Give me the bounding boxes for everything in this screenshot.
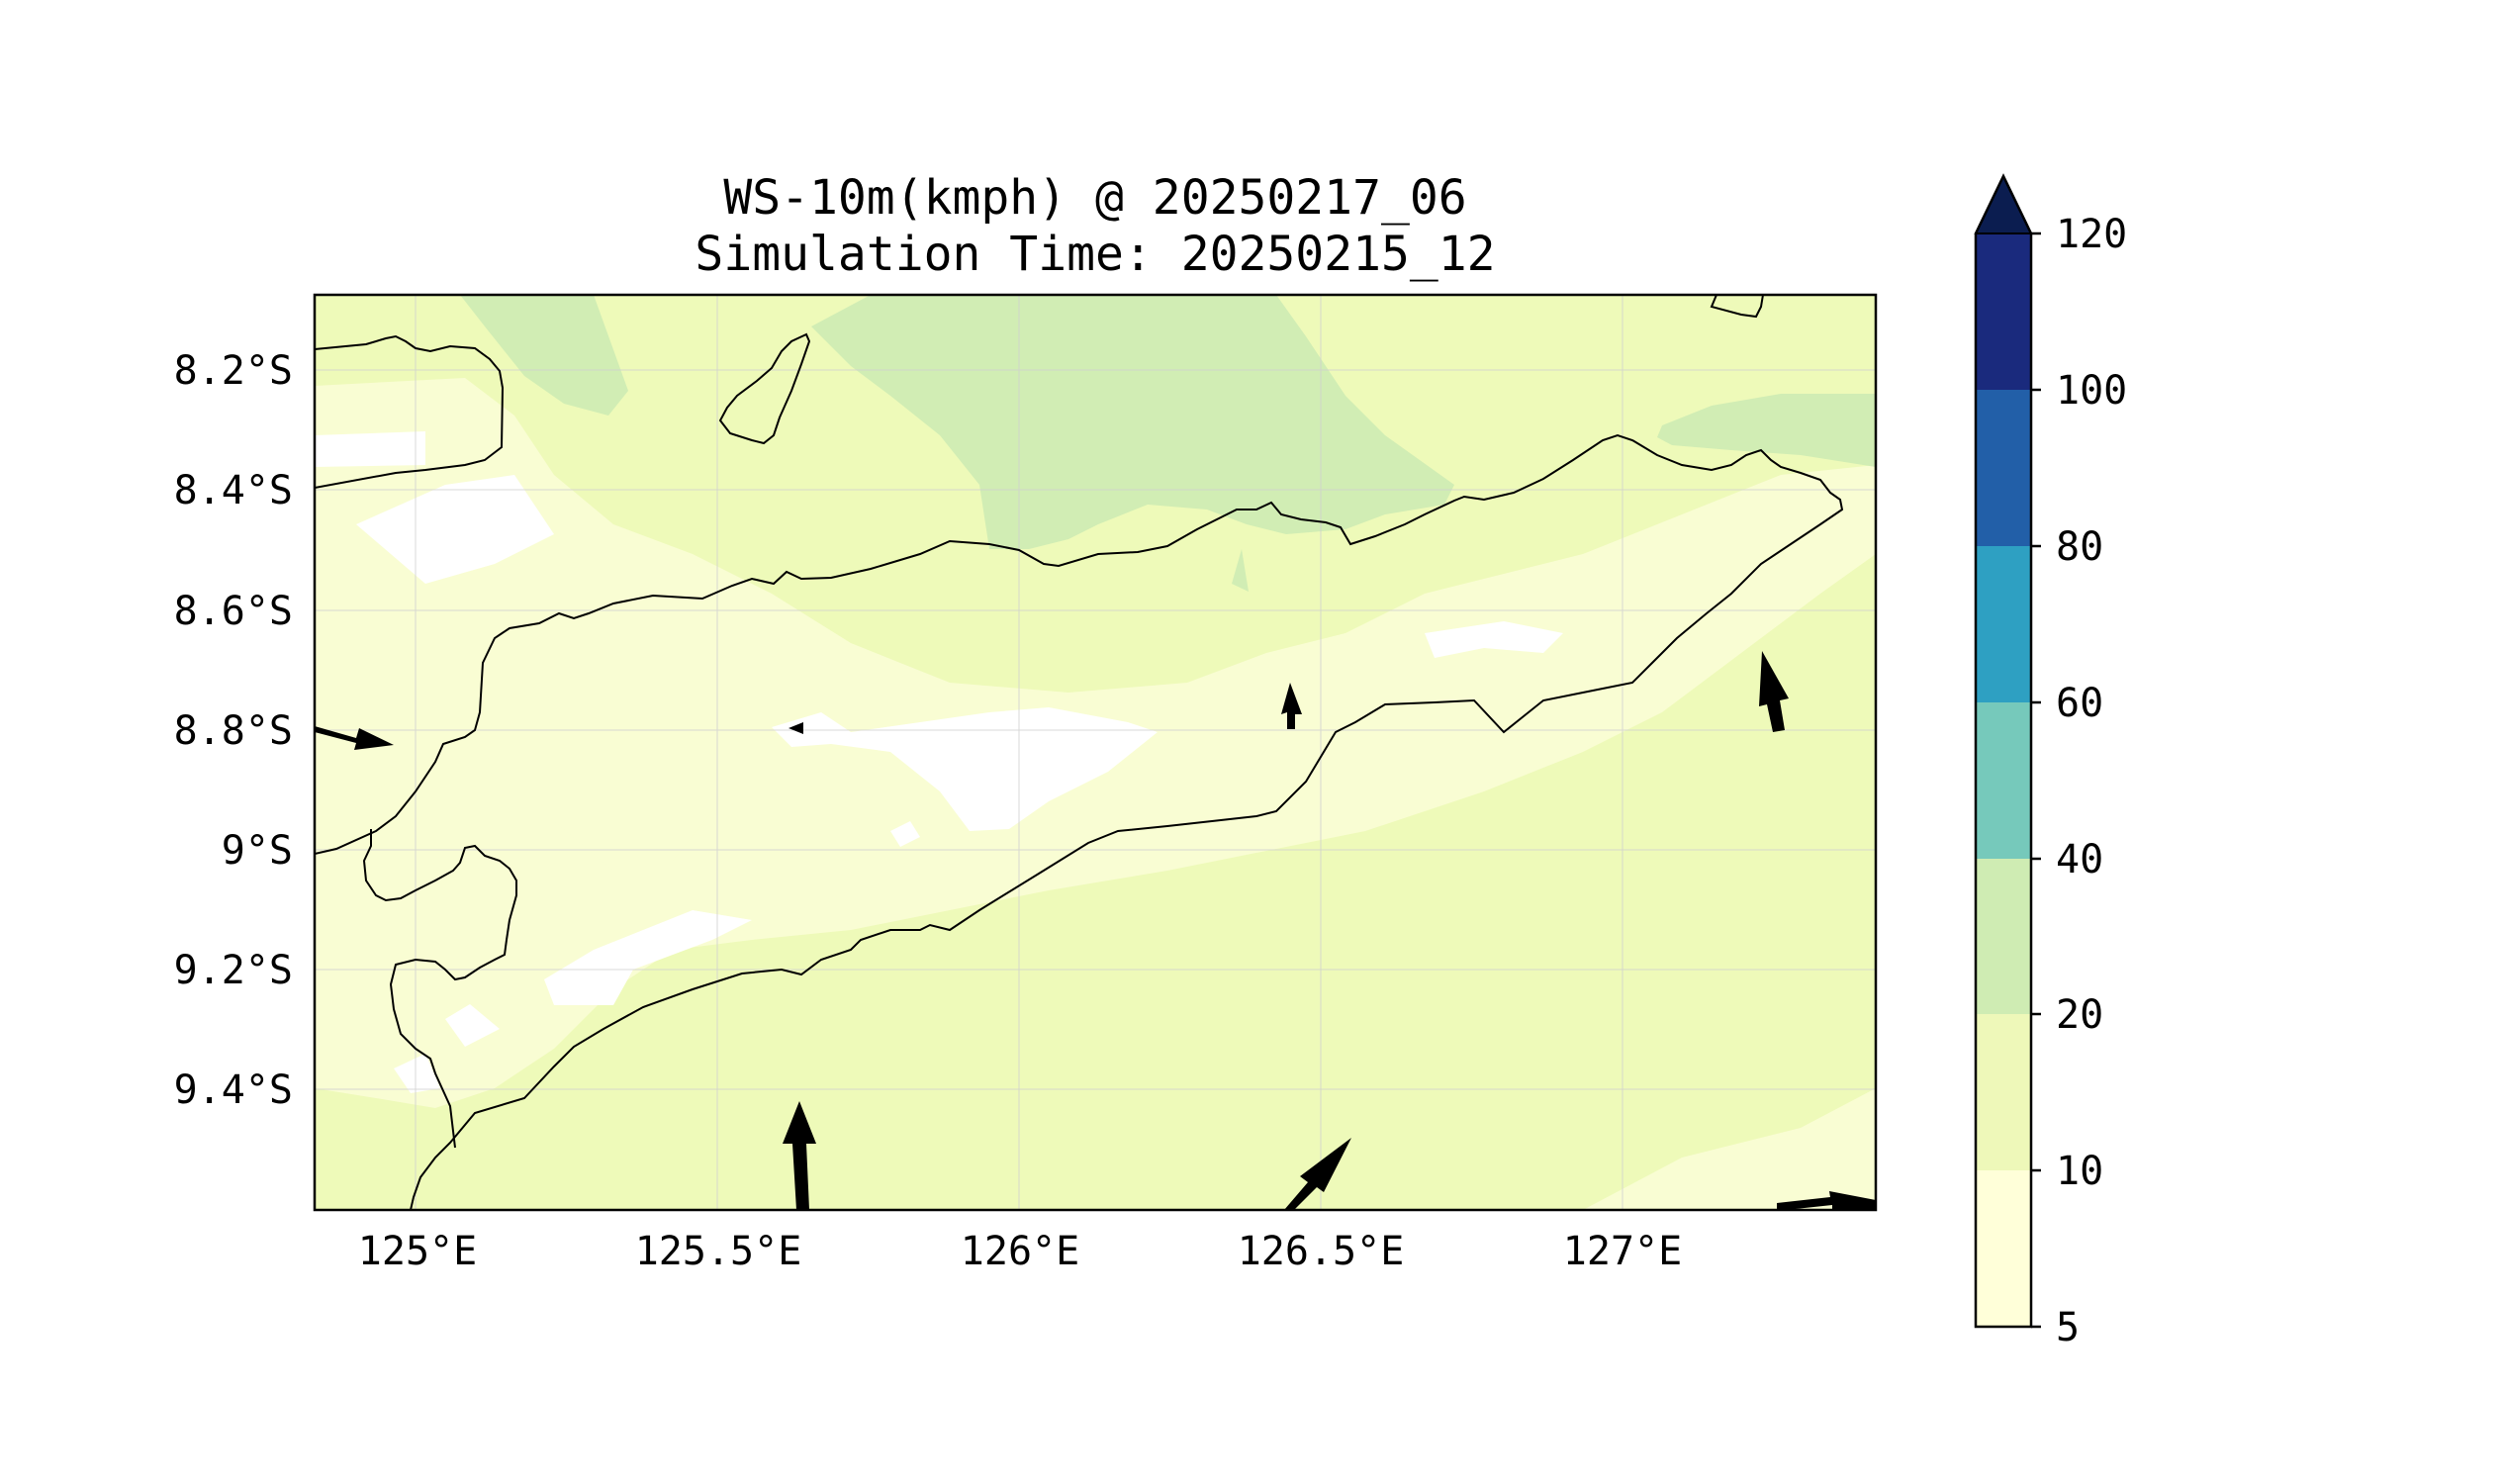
lat-tick-label: 8.6°S xyxy=(174,589,293,634)
lon-tick-label: 126°E xyxy=(961,1229,1079,1274)
lon-tick-label: 125.5°E xyxy=(635,1229,802,1274)
coastline-west xyxy=(315,334,505,489)
calm-patch-1 xyxy=(315,431,425,467)
colorbar-segment-40-60 xyxy=(1976,702,2031,859)
wind-arrows xyxy=(315,651,1876,1210)
colorbar-tick-label: 10 xyxy=(2056,1149,2103,1194)
lat-tick-label: 9°S xyxy=(222,828,293,874)
colorbar: 5 10 20 40 60 80 100 120 xyxy=(1974,173,2127,1350)
arrow-icon xyxy=(315,726,394,750)
wind-speed-high-region-2 xyxy=(811,295,1454,549)
colorbar-extend-arrow xyxy=(1974,173,2033,234)
coastline-southwest xyxy=(362,829,517,1149)
calm-patch-5 xyxy=(544,910,752,1005)
latitude-axis: 8.2°S 8.4°S 8.6°S 8.8°S 9°S 9.2°S 9.4°S xyxy=(174,348,293,1113)
calm-patch-8 xyxy=(890,821,920,847)
wind-speed-high-region-3 xyxy=(1657,394,1876,467)
arrow-icon xyxy=(1777,1191,1876,1210)
colorbar-segment-5-10 xyxy=(1976,1170,2031,1327)
colorbar-frame xyxy=(1974,173,2033,1329)
lon-tick-label: 125°E xyxy=(358,1229,477,1274)
calm-patch-7 xyxy=(394,1054,440,1093)
calm-patch-2 xyxy=(356,475,554,584)
lat-tick-label: 8.8°S xyxy=(174,708,293,754)
longitude-axis: 125°E 125.5°E 126°E 126.5°E 127°E xyxy=(358,1229,1682,1274)
colorbar-tick-label: 40 xyxy=(2056,837,2103,882)
calm-patch-3 xyxy=(772,707,1158,831)
colorbar-segment-80-100 xyxy=(1976,390,2031,546)
coastlines xyxy=(315,295,1844,1210)
colorbar-tick-label: 80 xyxy=(2056,524,2103,570)
coastline-atauro xyxy=(718,332,811,445)
wind-speed-low-region-3 xyxy=(1583,1088,1876,1210)
map-subtitle: Simulation Time: 20250215_12 xyxy=(695,227,1495,282)
map-title: WS-10m(kmph) @ 20250217_06 xyxy=(723,170,1466,226)
coastline-timor-north xyxy=(315,433,1844,1210)
map-area xyxy=(315,295,1876,1210)
lat-tick-label: 8.2°S xyxy=(174,348,293,394)
lon-tick-label: 126.5°E xyxy=(1238,1229,1405,1274)
arrow-icon xyxy=(1759,651,1789,732)
map-frame xyxy=(313,293,1878,1212)
arrow-icon xyxy=(788,722,803,734)
coastline-north-islet xyxy=(1710,295,1764,319)
lat-tick-label: 9.2°S xyxy=(174,948,293,993)
colorbar-segment-60-80 xyxy=(1976,546,2031,702)
arrow-icon xyxy=(1284,1138,1351,1210)
wind-speed-high-region-1 xyxy=(460,295,628,416)
colorbar-tick-label: 100 xyxy=(2056,368,2127,414)
colorbar-segment-20-40 xyxy=(1976,859,2031,1014)
colorbar-tick-label: 120 xyxy=(2056,212,2127,257)
colorbar-tick-label: 5 xyxy=(2056,1305,2080,1350)
gridlines xyxy=(315,295,1876,1210)
wind-speed-high-region-4 xyxy=(1232,549,1249,592)
lat-tick-label: 9.4°S xyxy=(174,1067,293,1113)
colorbar-segment-100-120 xyxy=(1976,233,2031,390)
colorbar-tick-label: 60 xyxy=(2056,681,2103,726)
lat-tick-label: 8.4°S xyxy=(174,468,293,513)
arrow-icon xyxy=(783,1101,816,1210)
colorbar-segment-10-20 xyxy=(1976,1014,2031,1170)
lon-tick-label: 127°E xyxy=(1563,1229,1682,1274)
calm-patch-4 xyxy=(1425,621,1563,658)
colorbar-tick-label: 20 xyxy=(2056,992,2103,1038)
arrow-icon xyxy=(1281,683,1302,729)
calm-patch-6 xyxy=(445,1004,500,1047)
